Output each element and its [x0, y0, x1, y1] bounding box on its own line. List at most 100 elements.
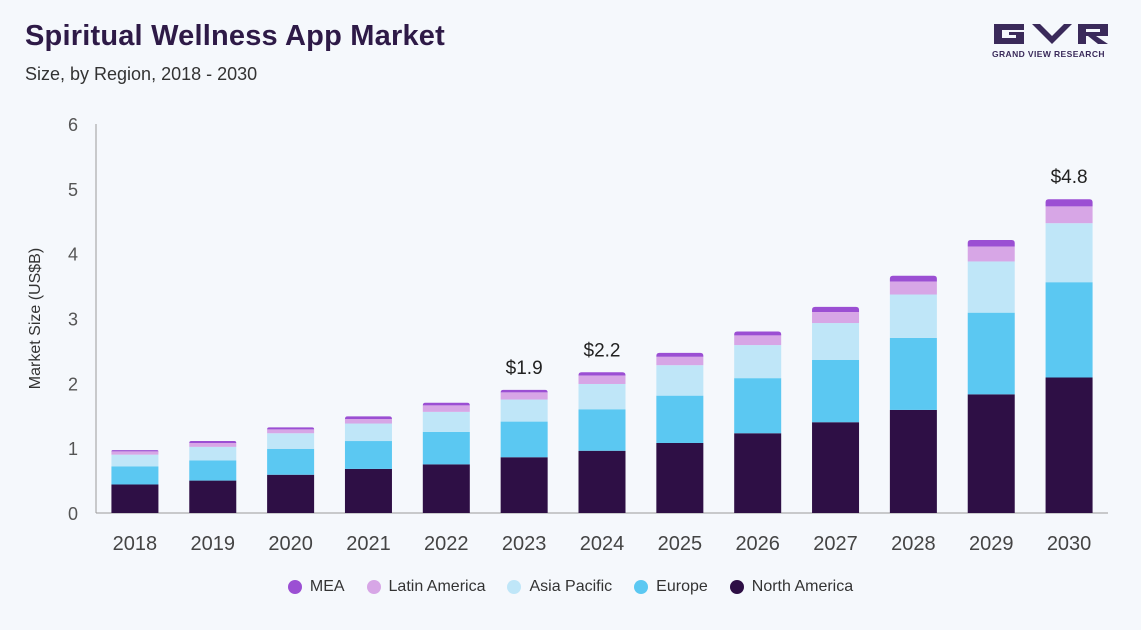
chart-legend: MEA Latin America Asia Pacific Europe North …: [0, 576, 1141, 598]
x-tick-label: 2029: [969, 533, 1014, 555]
bar-segment-europe: [889, 337, 937, 410]
bar-segment-asia-pacific: [111, 454, 159, 467]
x-tick-label: 2025: [658, 533, 703, 555]
bar-segment-north-america: [578, 450, 626, 513]
bar-segment-europe: [422, 431, 470, 465]
grand-view-research-logo: GRAND VIEW RESEARCH: [992, 22, 1110, 62]
chart-subtitle: Size, by Region, 2018 - 2030: [25, 64, 258, 84]
legend-swatch: [634, 580, 649, 594]
legend-item: North America: [729, 578, 854, 596]
bar-segment-asia-pacific: [1045, 223, 1093, 283]
bar-segment-latin-america: [111, 451, 159, 455]
bar-segment-europe: [812, 359, 860, 423]
bar-segment-north-america: [889, 409, 937, 513]
bar-segment-north-america: [734, 433, 782, 513]
bar-segment-north-america: [189, 480, 237, 513]
legend-item: Europe: [634, 578, 708, 596]
x-tick-label: 2022: [424, 533, 469, 555]
bar-segment-latin-america: [1045, 206, 1093, 224]
bar-segment-latin-america: [267, 429, 315, 434]
legend-swatch: [287, 580, 302, 594]
x-tick-label: 2028: [891, 533, 936, 555]
bar-segment-latin-america: [189, 442, 237, 447]
bar-segment-mea: [344, 416, 392, 419]
x-tick-label: 2026: [735, 533, 780, 555]
x-tick-label: 2020: [268, 533, 313, 555]
bar-segment-latin-america: [656, 356, 704, 366]
bar-segment-latin-america: [967, 246, 1015, 262]
bar-segment-europe: [344, 441, 392, 469]
bar-segment-north-america: [967, 394, 1015, 513]
bar-segment-north-america: [500, 457, 548, 513]
bar-segment-mea: [267, 427, 315, 430]
bar-segment-asia-pacific: [656, 365, 704, 396]
x-tick-label: 2024: [580, 533, 625, 555]
bar-total-label: $4.8: [1051, 167, 1088, 188]
bar-segment-asia-pacific: [500, 399, 548, 422]
bar-total-label: $1.9: [506, 358, 543, 379]
bar-segment-north-america: [267, 474, 315, 513]
x-tick-label: 2018: [113, 533, 158, 555]
bar-segment-asia-pacific: [267, 433, 315, 449]
bar-segment-latin-america: [812, 312, 860, 324]
bar-segment-asia-pacific: [734, 345, 782, 379]
legend-label: North America: [751, 578, 854, 595]
bar-segment-north-america: [812, 422, 860, 513]
bar-segment-mea: [1045, 199, 1093, 207]
bar-segment-mea: [889, 275, 937, 282]
bar-total-label: $2.2: [584, 340, 621, 361]
logo-text: GRAND VIEW RESEARCH: [992, 49, 1105, 59]
y-tick-label: 1: [68, 439, 78, 459]
bar-segment-latin-america: [422, 405, 470, 412]
bar-segment-north-america: [344, 468, 392, 513]
y-tick-label: 0: [68, 504, 78, 524]
legend-swatch: [366, 580, 381, 594]
y-tick-label: 6: [68, 115, 78, 135]
x-tick-label: 2021: [346, 533, 391, 555]
bar-segment-latin-america: [344, 418, 392, 424]
y-axis-label: Market Size (US$B): [27, 248, 44, 389]
bar-segment-europe: [656, 395, 704, 443]
logo-mark-icon: [994, 24, 1108, 44]
legend-label: Asia Pacific: [529, 578, 613, 595]
chart-title: Spiritual Wellness App Market: [25, 20, 445, 52]
y-tick-label: 3: [68, 310, 78, 330]
bar-segment-mea: [656, 352, 704, 357]
x-tick-label: 2027: [813, 533, 858, 555]
bar-segment-latin-america: [734, 335, 782, 346]
bar-segment-asia-pacific: [967, 261, 1015, 313]
bar-segment-mea: [734, 331, 782, 336]
y-tick-label: 2: [68, 374, 78, 394]
stacked-bar-chart: 0 1 2 3 4 5 6 Market Size (US$B) 2018 2019 2020 202…: [27, 115, 1108, 555]
legend-label: Latin America: [388, 578, 486, 595]
legend-label: Europe: [656, 578, 708, 595]
bar-segment-europe: [500, 421, 548, 458]
bar-segment-north-america: [1045, 377, 1093, 513]
bar-segment-asia-pacific: [889, 294, 937, 338]
bar-segment-mea: [500, 389, 548, 393]
legend-label: MEA: [309, 578, 345, 595]
x-tick-label: 2030: [1047, 533, 1092, 555]
bar-segment-mea: [812, 306, 860, 313]
x-tick-label: 2023: [502, 533, 547, 555]
bar-segment-mea: [967, 240, 1015, 247]
bar-segment-asia-pacific: [578, 383, 626, 410]
bar-segment-north-america: [422, 464, 470, 513]
bar-segment-europe: [267, 448, 315, 475]
bar-segment-europe: [734, 378, 782, 434]
bar-segment-latin-america: [889, 281, 937, 295]
bar-segment-europe: [1045, 282, 1093, 378]
bar-segment-latin-america: [578, 375, 626, 384]
bar-segment-north-america: [111, 484, 159, 513]
bar-segment-mea: [111, 450, 159, 452]
legend-swatch: [507, 580, 522, 594]
bar-segment-europe: [578, 409, 626, 451]
bar-segment-mea: [189, 441, 237, 443]
bar-segment-mea: [578, 372, 626, 376]
legend-swatch: [729, 580, 744, 594]
bar-segment-asia-pacific: [422, 411, 470, 432]
bar-segment-asia-pacific: [189, 446, 237, 461]
bar-segment-europe: [111, 466, 159, 485]
bar-segment-europe: [967, 312, 1015, 395]
y-tick-label: 5: [68, 180, 78, 200]
